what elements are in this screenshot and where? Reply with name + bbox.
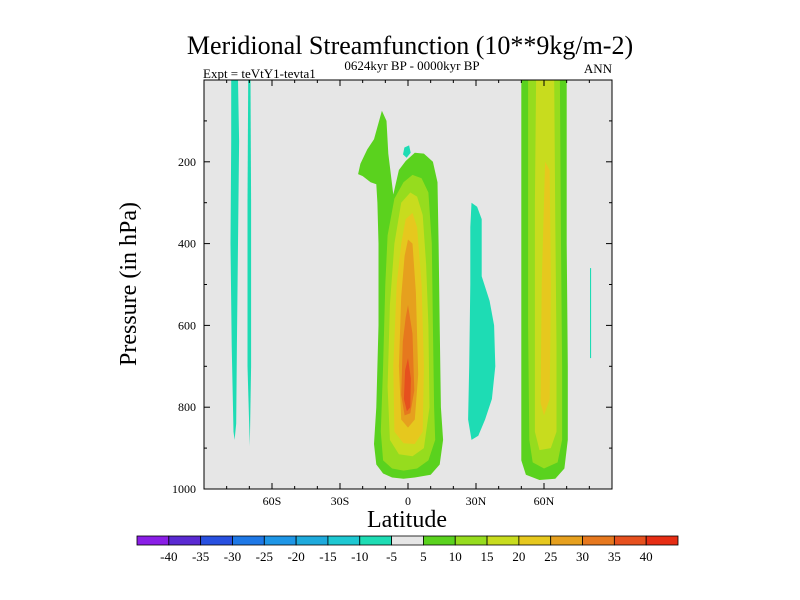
colorbar-swatch [263, 535, 297, 546]
contour-tropical-cell-35 [403, 358, 411, 412]
x-tick-label: 60S [263, 494, 282, 508]
x-tick-label: 30N [466, 494, 487, 508]
colorbar-swatch [359, 535, 392, 546]
colorbar-swatch [423, 535, 456, 546]
contour-sh-cell-1 [230, 80, 240, 440]
contour-nh-cell-20 [540, 161, 551, 416]
y-tick-label: 400 [178, 237, 196, 251]
colorbar-swatch [582, 535, 615, 546]
y-tick-label: 800 [178, 400, 196, 414]
colorbar-label: 30 [576, 549, 589, 564]
time-range-label: 0624kyr BP - 0000kyr BP [344, 58, 479, 73]
y-tick-label: 600 [178, 318, 196, 332]
season-label: ANN [584, 61, 613, 76]
contour-nh-negative-cell [468, 202, 496, 440]
colorbar-label: -40 [160, 549, 177, 564]
contour-layer [230, 80, 592, 480]
x-tick-label: 30S [331, 494, 350, 508]
colorbar-swatch [518, 535, 552, 546]
colorbar-swatch [613, 535, 647, 546]
colorbar-label: -5 [386, 549, 397, 564]
colorbar-label: -30 [224, 549, 241, 564]
colorbar-swatch [645, 535, 679, 546]
colorbar-label: -15 [319, 549, 336, 564]
colorbar-label: 25 [544, 549, 557, 564]
colorbar-label: -25 [256, 549, 273, 564]
colorbar-swatch [232, 535, 265, 546]
colorbar-swatch [136, 535, 170, 546]
colorbar-swatch [327, 535, 361, 546]
contour-nh-thin-line [590, 268, 592, 359]
colorbar: -40 -35 -30 -25 -20 -15 -10 -5 5 10 15 20 25 30 35 40 [136, 535, 679, 564]
y-axis: 200 400 600 800 1000 [172, 120, 612, 496]
colorbar-swatch [391, 535, 424, 546]
colorbar-swatch [486, 535, 520, 546]
colorbar-label: -35 [192, 549, 209, 564]
contour-small-patch-aloft [403, 145, 411, 158]
y-axis-label: Pressure (in hPa) [116, 202, 142, 366]
colorbar-label: 20 [512, 549, 525, 564]
colorbar-swatch [550, 535, 583, 546]
x-axis: 60S 30S 0 30N 60N [226, 80, 590, 508]
y-tick-label: 1000 [172, 482, 196, 496]
y-tick-label: 200 [178, 155, 196, 169]
colorbar-swatch [168, 535, 202, 546]
x-tick-label: 0 [405, 494, 411, 508]
chart-title: Meridional Streamfunction (10**9kg/m-2) [187, 31, 633, 60]
colorbar-label: 15 [481, 549, 494, 564]
colorbar-label: -20 [287, 549, 304, 564]
colorbar-label: 35 [608, 549, 621, 564]
colorbar-label: 40 [640, 549, 653, 564]
colorbar-swatch [200, 535, 233, 546]
colorbar-swatch [454, 535, 488, 546]
colorbar-swatch [295, 535, 329, 546]
colorbar-label: -10 [351, 549, 368, 564]
colorbar-label: 10 [449, 549, 462, 564]
x-tick-label: 60N [534, 494, 555, 508]
colorbar-label: 5 [420, 549, 427, 564]
x-axis-label: Latitude [367, 507, 447, 533]
contour-sh-cell-2 [247, 80, 252, 447]
experiment-label: Expt = teVtY1-tevta1 [203, 66, 316, 81]
